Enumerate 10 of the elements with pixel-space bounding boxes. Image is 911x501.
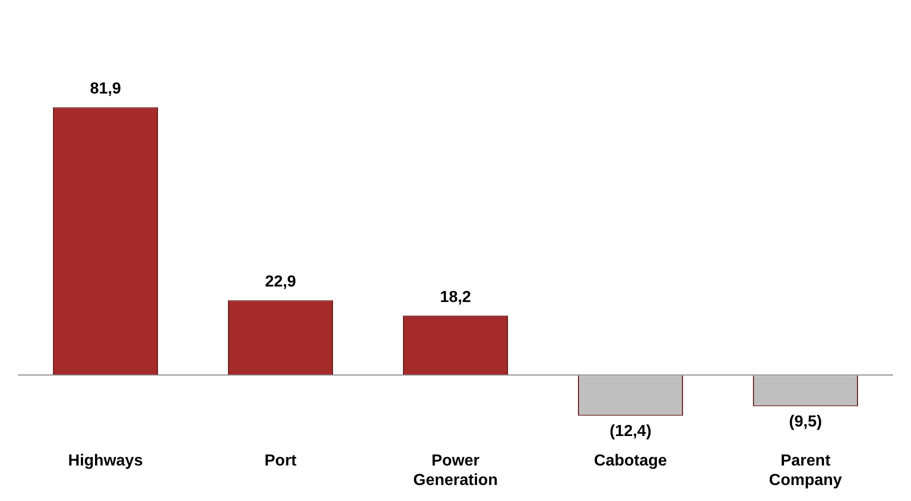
- data-label: 81,9: [90, 80, 122, 98]
- data-label: 18,2: [440, 289, 472, 306]
- x-tick-label: Parent Company: [769, 452, 842, 489]
- data-label: (12,4): [610, 423, 652, 440]
- data-label: (9,5): [789, 414, 822, 431]
- x-tick-label: Highways: [68, 452, 143, 470]
- x-tick-label: Power Generation: [413, 452, 498, 489]
- data-label: 22,9: [264, 274, 296, 291]
- x-tick-label: Cabotage: [594, 452, 668, 470]
- x-tick-label: Port: [264, 452, 298, 470]
